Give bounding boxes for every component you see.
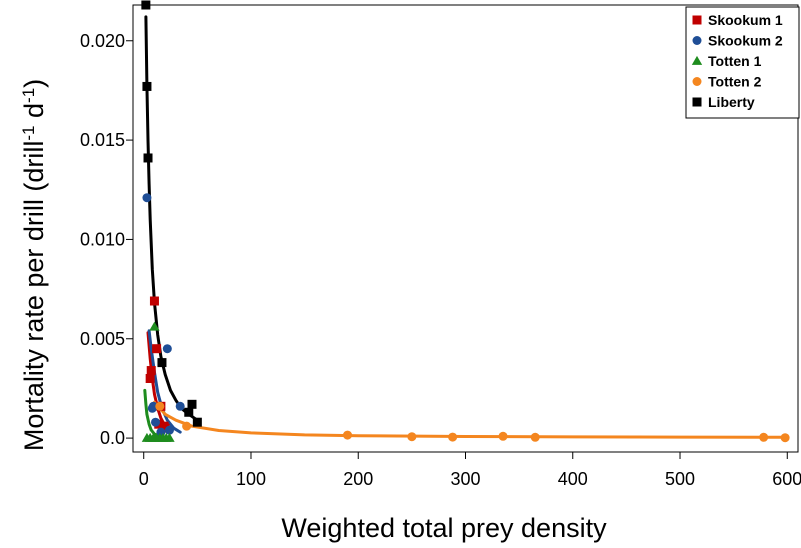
legend-marker-liberty xyxy=(692,97,702,107)
y-axis-title: Mortality rate per drill (drill-1 d-1) xyxy=(19,79,50,451)
data-point-skookum-1 xyxy=(145,373,155,383)
data-point-liberty xyxy=(192,417,202,427)
data-point-totten-2 xyxy=(530,432,540,442)
legend-label-totten-2: Totten 2 xyxy=(708,74,762,90)
y-tick-label: 0.010 xyxy=(80,229,125,249)
x-tick-label: 500 xyxy=(665,469,695,489)
data-point-totten-2 xyxy=(498,431,508,441)
data-point-totten-2 xyxy=(182,421,192,431)
legend-marker-totten-2 xyxy=(692,77,702,86)
data-point-liberty xyxy=(184,407,194,417)
legend: Skookum 1 Skookum 2 Totten 1 Totten 2 Libert… xyxy=(685,6,800,119)
x-axis-title: Weighted total prey density xyxy=(281,513,607,543)
data-point-skookum-1 xyxy=(149,296,159,306)
data-point-skookum-2 xyxy=(164,425,174,435)
data-point-totten-2 xyxy=(759,432,769,442)
data-points xyxy=(141,0,790,443)
data-point-skookum-2 xyxy=(175,401,185,411)
fit-curve-skookum-2 xyxy=(147,329,182,434)
x-tick-label: 200 xyxy=(343,469,373,489)
legend-label-skookum-1: Skookum 1 xyxy=(708,12,783,28)
data-point-liberty xyxy=(157,358,167,368)
data-point-skookum-1 xyxy=(152,344,162,354)
x-tick-label: 300 xyxy=(450,469,480,489)
legend-box xyxy=(685,6,800,119)
y-tick-label: 0.020 xyxy=(80,31,125,51)
data-point-liberty xyxy=(142,81,152,91)
data-point-skookum-2 xyxy=(147,403,157,413)
x-tick-label: 100 xyxy=(236,469,266,489)
y-axis-title-mid: d xyxy=(19,103,49,126)
y-axis-title-sup-2: -1 xyxy=(19,88,38,103)
x-tick-label: 400 xyxy=(558,469,588,489)
legend-marker-skookum-1 xyxy=(692,15,702,25)
data-point-skookum-2 xyxy=(142,193,152,203)
data-point-liberty xyxy=(187,399,197,409)
legend-label-totten-1: Totten 1 xyxy=(708,53,762,69)
fit-curve-totten-2 xyxy=(153,400,789,439)
data-point-liberty xyxy=(141,0,151,10)
data-point-totten-2 xyxy=(780,433,790,443)
axes: 0 100 200 300 400 500 600 0.0 0.005 0.010 0.015 0.0… xyxy=(80,4,801,489)
x-tick-label: 0 xyxy=(139,469,149,489)
data-point-liberty xyxy=(143,153,153,163)
legend-marker-totten-1 xyxy=(691,55,703,65)
data-point-totten-2 xyxy=(448,432,458,442)
x-tick-label: 600 xyxy=(772,469,801,489)
data-point-totten-2 xyxy=(343,430,353,440)
y-axis-title-sup-1: -1 xyxy=(19,125,38,140)
data-point-totten-1 xyxy=(149,321,160,331)
data-point-skookum-1 xyxy=(160,423,170,433)
legend-marker-skookum-2 xyxy=(692,36,702,45)
y-axis-title-main: Mortality rate per drill (drill xyxy=(19,141,49,452)
data-point-skookum-1 xyxy=(146,366,156,376)
data-point-totten-2 xyxy=(155,401,165,411)
data-point-totten-2 xyxy=(407,432,417,442)
legend-label-skookum-2: Skookum 2 xyxy=(708,33,783,49)
y-tick-label: 0.0 xyxy=(100,428,125,448)
legend-label-liberty: Liberty xyxy=(708,94,755,110)
y-axis-title-end: ) xyxy=(19,79,49,88)
data-point-totten-1 xyxy=(164,432,175,442)
data-point-skookum-2 xyxy=(151,417,161,427)
data-point-skookum-2 xyxy=(162,344,172,354)
y-tick-label: 0.005 xyxy=(80,329,125,349)
y-tick-label: 0.015 xyxy=(80,130,125,150)
